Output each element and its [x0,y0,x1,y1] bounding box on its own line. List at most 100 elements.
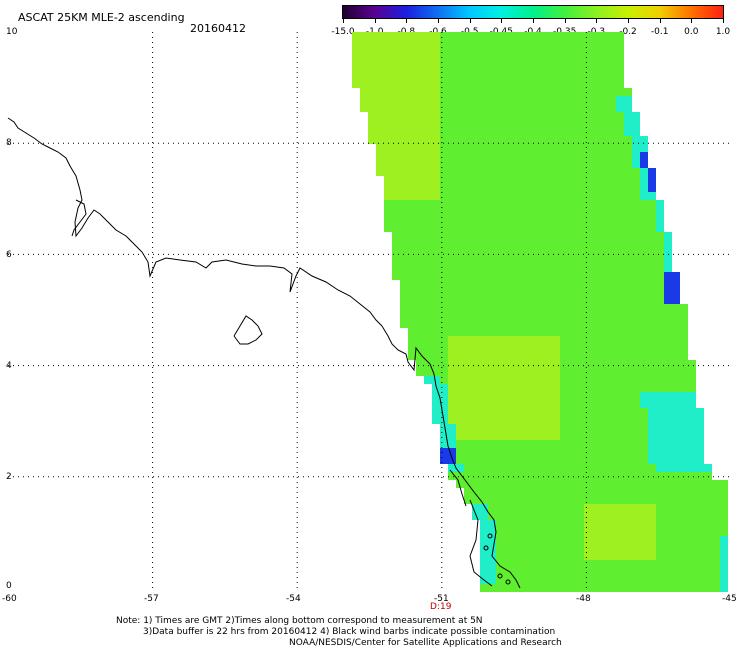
swath-cell [664,376,672,384]
swath-cell [584,360,592,368]
swath-cell [544,416,552,424]
swath-cell [528,56,536,64]
swath-cell [472,232,480,240]
swath-cell [608,160,616,168]
swath-cell [520,120,528,128]
swath-cell [544,232,552,240]
swath-cell [520,488,528,496]
swath-cell [544,456,552,464]
swath-cell [568,104,576,112]
swath-cell [464,288,472,296]
swath-cell [544,40,552,48]
swath-cell [560,208,568,216]
swath-cell [584,576,592,584]
swath-cell [456,376,464,384]
swath-cell [504,352,512,360]
swath-cell [536,360,544,368]
swath-cell [408,264,416,272]
colorbar-tick [533,19,534,23]
swath-cell [568,216,576,224]
swath-cell [656,328,664,336]
swath-cell [464,240,472,248]
swath-cell [552,440,560,448]
swath-cell [592,352,600,360]
swath-cell [528,344,536,352]
swath-cell [408,160,416,168]
swath-cell [528,152,536,160]
swath-cell [528,496,536,504]
swath-cell [544,80,552,88]
swath-cell [560,32,568,40]
swath-cell [360,64,368,72]
swath-cell [720,496,728,504]
swath-cell [632,408,640,416]
coastline-main [7,117,521,589]
swath-cell [472,240,480,248]
swath-cell [656,248,664,256]
swath-cell [408,128,416,136]
swath-cell [560,144,568,152]
swath-cell [640,176,648,184]
swath-cell [656,264,664,272]
lat-label-10: 10 [6,27,18,37]
swath-cell [552,400,560,408]
swath-cell [504,464,512,472]
swath-cell [520,512,528,520]
swath-cell [592,568,600,576]
swath-cell [544,368,552,376]
swath-cell [536,328,544,336]
swath-cell [456,304,464,312]
swath-cell [560,320,568,328]
swath-cell [488,432,496,440]
swath-cell [608,312,616,320]
time-label: D:19 [430,602,452,612]
swath-cell [544,184,552,192]
swath-cell [560,464,568,472]
swath-cell [592,496,600,504]
swath-cell [408,72,416,80]
swath-cell [464,336,472,344]
swath-cell [456,344,464,352]
swath-cell [488,136,496,144]
swath-cell [544,488,552,496]
swath-cell [440,48,448,56]
swath-cell [640,296,648,304]
swath-cell [640,424,648,432]
swath-cell [480,360,488,368]
swath-cell [520,184,528,192]
swath-cell [376,40,384,48]
swath-cell [664,272,672,280]
swath-cell [512,584,520,592]
swath-cell [616,560,624,568]
swath-cell [616,144,624,152]
swath-cell [504,360,512,368]
swath-cell [608,192,616,200]
swath-cell [576,232,584,240]
swath-cell [512,568,520,576]
swath-cell [520,128,528,136]
swath-cell [464,456,472,464]
swath-cell [512,200,520,208]
swath-cell [424,168,432,176]
swath-cell [448,88,456,96]
swath-cell [624,488,632,496]
swath-cell [664,448,672,456]
swath-cell [672,304,680,312]
swath-cell [464,264,472,272]
swath-cell [632,536,640,544]
swath-cell [456,184,464,192]
swath-cell [504,88,512,96]
swath-cell [536,88,544,96]
swath-cell [480,136,488,144]
swath-cell [448,440,456,448]
swath-cell [576,304,584,312]
swath-cell [624,400,632,408]
swath-cell [376,136,384,144]
swath-cell [496,392,504,400]
swath-cell [448,152,456,160]
swath-cell [600,136,608,144]
swath-cell [656,304,664,312]
swath-cell [704,584,712,592]
swath-cell [480,40,488,48]
swath-cell [528,144,536,152]
